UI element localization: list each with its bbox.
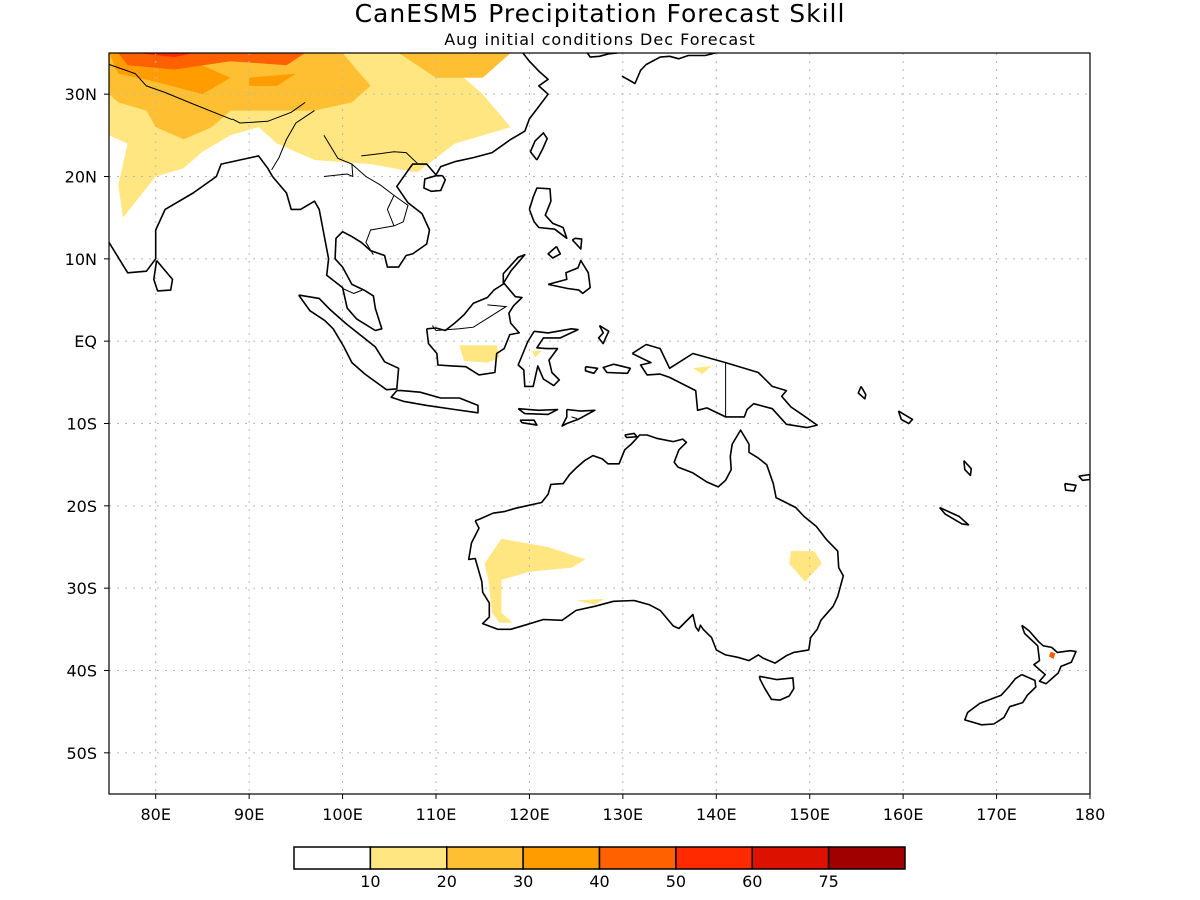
skill-contour-region-3: [249, 73, 296, 86]
lon-tick-label: 180: [1075, 805, 1106, 824]
coastline: [857, 386, 867, 400]
colorbar-label: 20: [437, 872, 457, 891]
coastline: [547, 259, 592, 295]
skill-contour-region-1: [692, 365, 712, 375]
skill-contour-region-1: [576, 598, 605, 605]
coastline: [517, 407, 559, 416]
map-subtitle: Aug initial conditions Dec Forecast: [444, 30, 756, 49]
country-border: [571, 416, 578, 420]
coastline: [529, 132, 549, 161]
lon-tick-label: 80E: [140, 805, 170, 824]
lat-tick-label: 30S: [66, 579, 97, 598]
lon-tick-label: 130E: [603, 805, 644, 824]
coastline: [1078, 473, 1090, 482]
lon-tick-label: 170E: [976, 805, 1017, 824]
coastline: [425, 282, 523, 376]
colorbar-label: 50: [666, 872, 686, 891]
colorbar-label: 60: [742, 872, 762, 891]
coastline: [1021, 624, 1077, 685]
coastline: [584, 365, 599, 375]
country-border: [232, 101, 306, 124]
coastline: [571, 237, 583, 250]
coastline: [938, 506, 970, 526]
coastline: [547, 245, 562, 259]
skill-contour-region-2: [398, 53, 511, 78]
lat-tick-label: 20N: [65, 168, 97, 187]
lat-tick-label: EQ: [74, 332, 97, 351]
skill-contour-region-1: [459, 345, 500, 363]
coastline: [631, 343, 819, 429]
country-border: [386, 195, 395, 227]
lat-tick-label: 20S: [66, 497, 97, 516]
coastline: [467, 429, 845, 664]
coastline: [390, 389, 479, 414]
coastline: [517, 327, 579, 388]
coastline: [897, 410, 914, 425]
coastline: [1064, 482, 1077, 492]
map-axes: 80E 90E 100E 110E 120E 130E 140E 150E 160E 170E 18…: [65, 85, 1106, 824]
country-border: [431, 304, 508, 332]
colorbar-swatch: [675, 846, 753, 870]
skill-contour-region-5: [137, 53, 194, 58]
colorbar-swatch: [369, 846, 448, 870]
skill-contour-region-4: [118, 53, 306, 70]
lat-tick-label: 50S: [66, 744, 97, 763]
lon-tick-label: 100E: [322, 805, 363, 824]
colorbar-label: 10: [360, 872, 380, 891]
map-title: CanESM5 Precipitation Forecast Skill: [355, 0, 846, 28]
colorbar-swatch: [598, 846, 677, 870]
lon-tick-label: 110E: [416, 805, 457, 824]
lat-tick-label: 10S: [66, 415, 97, 434]
colorbar-swatch: [446, 846, 524, 870]
coastline: [298, 294, 400, 391]
colorbar-legend: 10 20 30 40 50 60 75: [293, 846, 906, 891]
coastline: [561, 408, 596, 427]
country-border: [164, 92, 233, 121]
country-border: [342, 288, 363, 294]
coastline: [153, 259, 174, 292]
lat-tick-label: 40S: [66, 662, 97, 681]
country-border: [323, 135, 354, 178]
coastline: [519, 419, 538, 426]
coastline: [621, 53, 716, 85]
skill-contour-region-1: [532, 351, 542, 358]
skill-shading-layer: [109, 53, 1056, 659]
coastline: [624, 432, 638, 439]
lon-tick-label: 150E: [789, 805, 830, 824]
lon-tick-label: 140E: [696, 805, 737, 824]
skill-contour-region-1: [789, 551, 822, 582]
graticule-gridlines: [109, 53, 1090, 794]
skill-contour-region-1: [484, 538, 586, 623]
lat-tick-label: 30N: [65, 85, 97, 104]
colorbar-swatch: [751, 846, 830, 870]
coastline: [758, 675, 795, 701]
lat-tick-label: 10N: [65, 250, 97, 269]
country-border: [109, 63, 166, 93]
colorbar-swatch: [522, 846, 601, 870]
country-border: [361, 151, 418, 164]
coastline: [586, 53, 618, 58]
country-border: [351, 163, 409, 255]
country-border: [271, 110, 315, 171]
skill-contour-region-4: [1048, 651, 1056, 659]
coastline: [528, 187, 568, 240]
coastline: [109, 53, 549, 332]
colorbar-label: 30: [513, 872, 533, 891]
colorbar-label: 75: [818, 872, 838, 891]
lon-tick-label: 90E: [234, 805, 264, 824]
coastline: [597, 324, 610, 345]
colorbar-swatch: [827, 846, 906, 870]
coastline: [963, 673, 1037, 726]
coastline: [423, 174, 447, 193]
coastline: [963, 460, 973, 477]
colorbar-label: 40: [589, 872, 609, 891]
country-border-layer: [109, 63, 727, 420]
colorbar-swatch: [293, 846, 372, 870]
lon-tick-label: 160E: [883, 805, 924, 824]
lon-tick-label: 120E: [509, 805, 550, 824]
coastline: [502, 253, 526, 284]
coastline: [602, 363, 632, 375]
coastline-layer: [109, 53, 1090, 726]
